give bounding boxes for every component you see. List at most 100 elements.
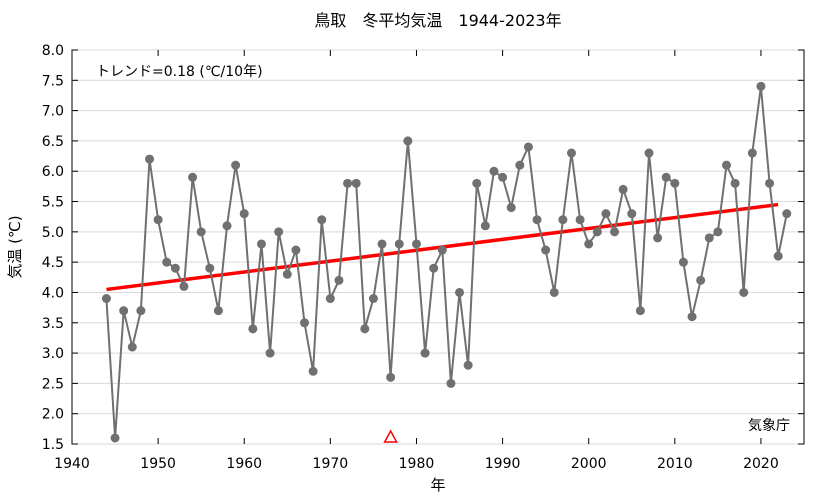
data-point [179,281,189,291]
y-tick-label: 7.5 [42,73,64,89]
data-point [463,360,473,370]
data-point [394,239,404,249]
data-point [601,209,611,219]
y-tick-label: 2.5 [42,376,64,392]
data-point [308,366,318,376]
data-point [644,148,654,158]
data-point [558,215,568,225]
data-point [119,306,129,316]
data-point [429,263,439,273]
x-tick-label: 1950 [140,456,176,472]
data-point [205,263,215,273]
data-point [196,227,206,237]
data-point [782,209,792,219]
data-point [541,245,551,255]
data-point [721,160,731,170]
marker [383,429,398,443]
y-tick-label: 3.0 [42,346,64,362]
data-point [532,215,542,225]
y-tick-label: 1.5 [42,437,64,453]
data-point [480,221,490,231]
data-point [403,136,413,146]
data-point [291,245,301,255]
data-point [274,227,284,237]
data-point [661,172,671,182]
data-point [455,287,465,297]
data-point [506,203,516,213]
data-point [162,257,172,267]
x-tick-label: 1980 [399,456,435,472]
data-point [351,178,361,188]
data-point [222,221,232,231]
data-point [730,178,740,188]
y-tick-label: 8.0 [42,43,64,59]
data-point [515,160,525,170]
data-point [687,312,697,322]
data-point [170,263,180,273]
y-tick-label: 5.0 [42,225,64,241]
x-tick-label: 1940 [54,456,90,472]
grid [72,49,804,445]
triangle-marker-icon [383,429,398,443]
data-point [704,233,714,243]
data-point [696,275,706,285]
data-point [653,233,663,243]
data-point [437,245,447,255]
data-point [282,269,292,279]
y-axis-label: 気温 (℃) [6,215,24,278]
y-tick-label: 3.5 [42,316,64,332]
y-tick-label: 4.5 [42,255,64,271]
y-tick-label: 2.0 [42,407,64,423]
y-tick-label: 6.5 [42,134,64,150]
data-point [136,306,146,316]
data-point [549,287,559,297]
data-point [386,372,396,382]
data-point [343,178,353,188]
data-point [153,215,163,225]
data-point [523,142,533,152]
data-point [265,348,275,358]
data-point [248,324,258,334]
data-point [300,318,310,328]
data-point [110,433,120,443]
data-point [239,209,249,219]
x-tick-label: 2010 [657,456,693,472]
data-point [498,172,508,182]
data-point [773,251,783,261]
x-tick-label: 1990 [485,456,521,472]
data-point [670,178,680,188]
x-tick-label: 1960 [226,456,262,472]
data-point [420,348,430,358]
y-axis: 1.5 2.0 2.5 3.0 3.5 4.0 4.5 5.0 5.5 6.0 6.5 7.0 7.5 8… [42,43,804,453]
series [101,81,792,443]
data-point [446,378,456,388]
chart-title: 鳥取 冬平均気温 1944-2023年 [314,11,561,30]
x-tick-label: 2000 [571,456,607,472]
y-tick-label: 6.0 [42,164,64,180]
data-point [592,227,602,237]
data-point [566,148,576,158]
data-point [213,306,223,316]
data-point [368,294,378,304]
x-axis: 1940 1950 1960 1970 1980 1990 2000 2010 2020 [54,50,779,472]
data-point [127,342,137,352]
data-point [360,324,370,334]
data-point [334,275,344,285]
data-point [765,178,775,188]
data-point [756,81,766,91]
data-point [739,287,749,297]
data-point [325,294,335,304]
data-point [747,148,757,158]
x-tick-label: 1970 [313,456,349,472]
y-tick-label: 4.0 [42,285,64,301]
data-point [584,239,594,249]
data-point [635,306,645,316]
data-point [411,239,421,249]
source-label: 気象庁 [748,418,790,434]
x-tick-label: 2020 [743,456,779,472]
data-point [101,294,111,304]
data-point [618,184,628,194]
data-point [472,178,482,188]
data-point [256,239,266,249]
